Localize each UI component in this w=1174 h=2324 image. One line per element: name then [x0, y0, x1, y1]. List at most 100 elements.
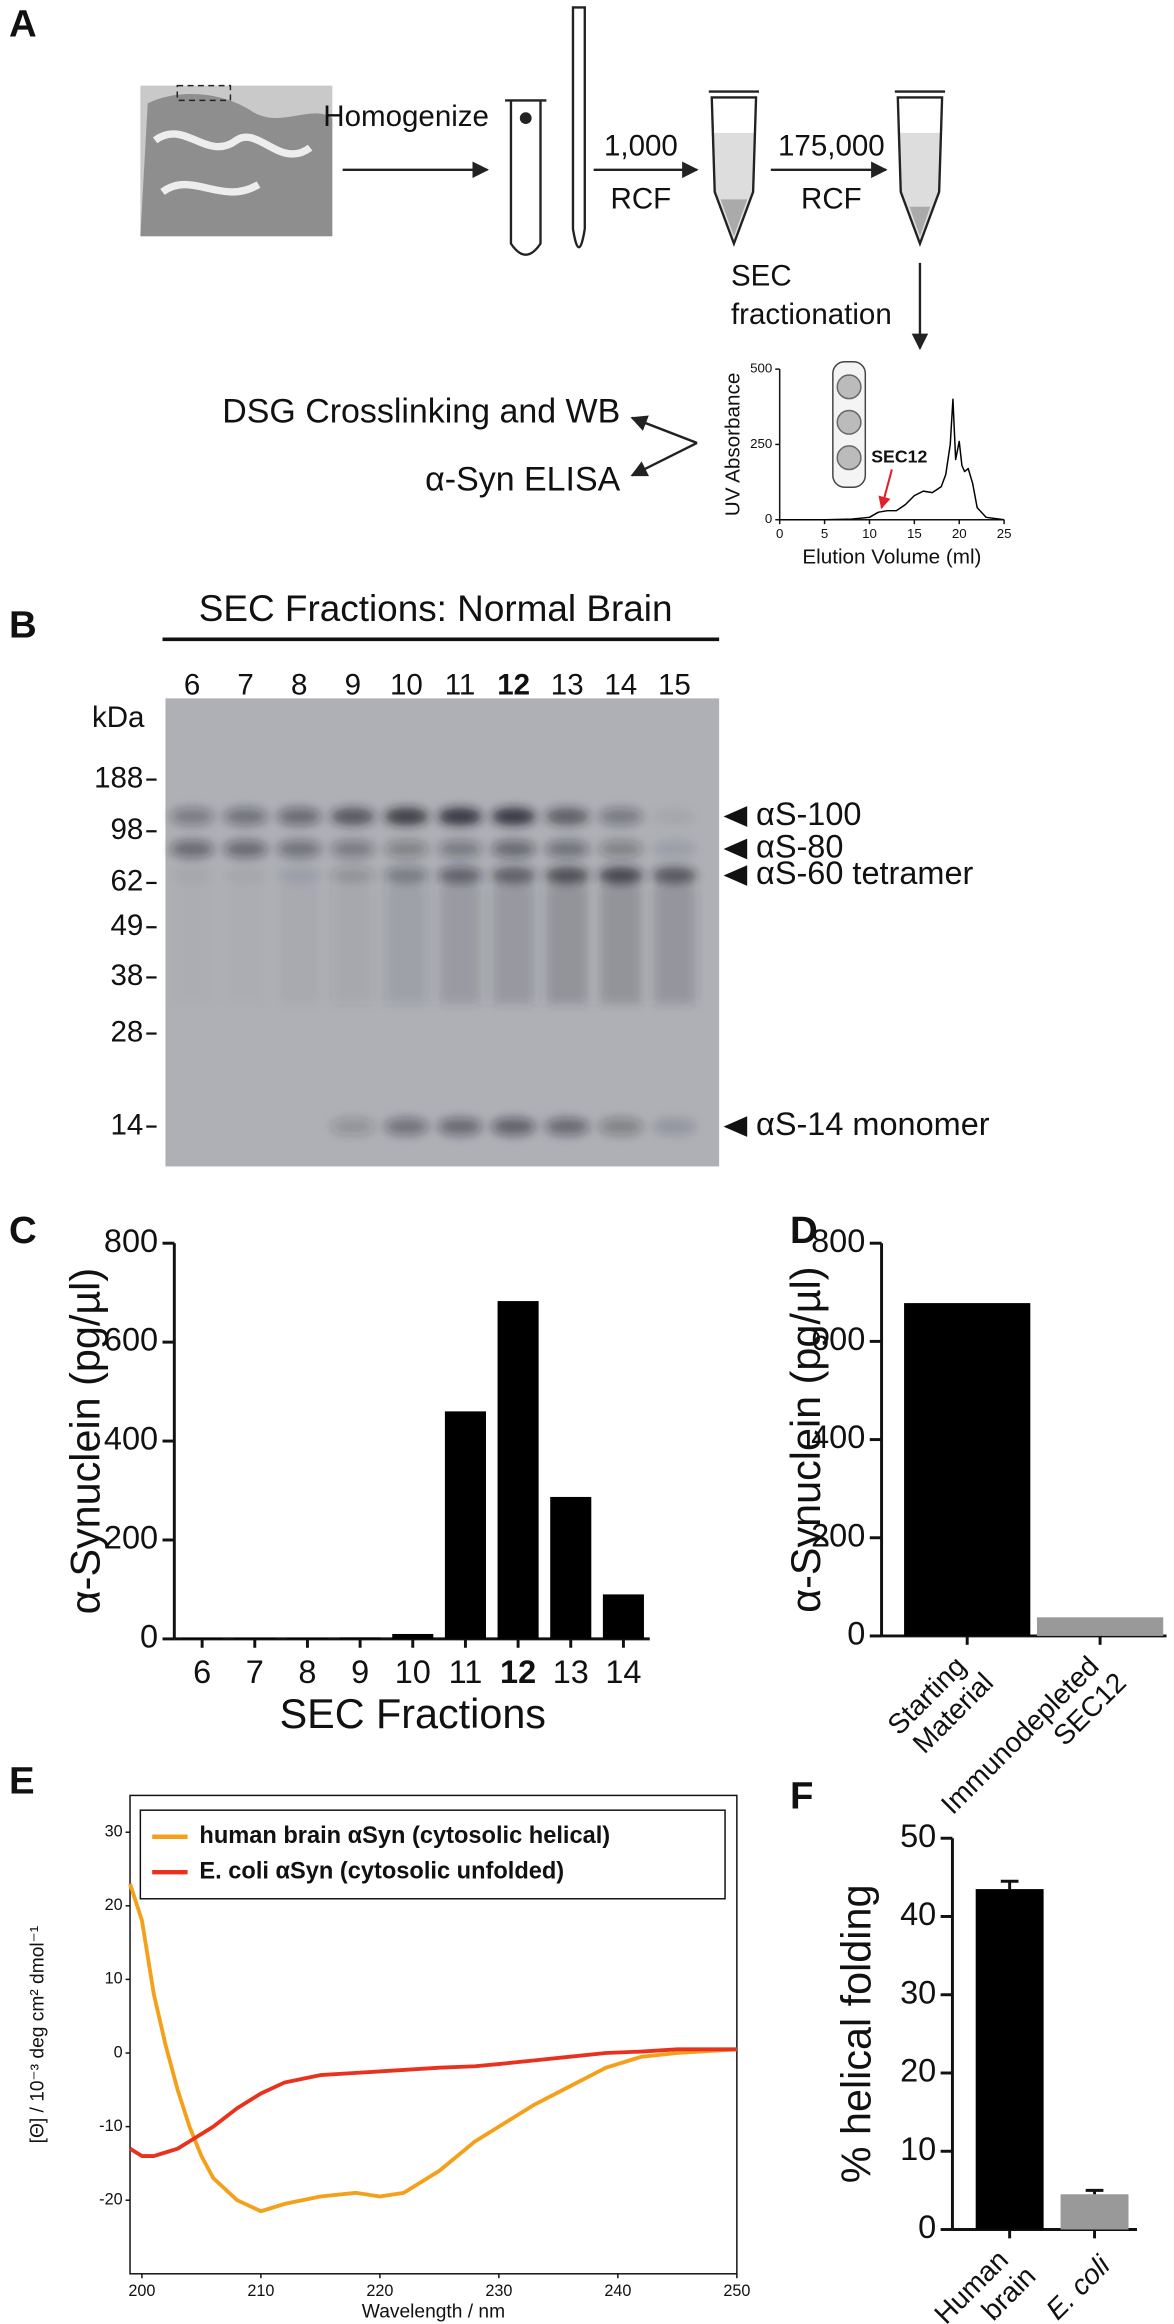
y-tick-label: 400: [811, 1419, 865, 1455]
gel-band: [598, 840, 643, 858]
y-axis-label: α-Synuclein (pg/µl): [63, 1268, 109, 1614]
y-tick-label: 600: [104, 1322, 158, 1358]
lane-label: 11: [445, 668, 476, 701]
x-tick-label: 12: [500, 1654, 536, 1690]
y-tick-label: 0: [918, 2209, 936, 2245]
y-tick-label: 40: [900, 1896, 936, 1932]
marker-label: 98: [110, 813, 143, 846]
x-tick-label: 250: [723, 2282, 750, 2300]
x-tick-label: 11: [449, 1654, 483, 1690]
bar: [234, 1637, 276, 1639]
marker-unit: kDa: [92, 701, 145, 734]
gel-band: [598, 1117, 643, 1136]
x-tick-label: 0: [776, 526, 783, 541]
x-tick-label: 8: [298, 1654, 316, 1690]
bar: [550, 1496, 592, 1639]
lane-label: 9: [345, 668, 361, 701]
bar: [444, 1411, 486, 1639]
step-label: fractionation: [731, 298, 892, 331]
panel-label: E: [9, 1760, 35, 1803]
marker-label: 62: [110, 865, 143, 898]
gel-smear: [439, 885, 481, 1005]
gel-band: [652, 807, 697, 826]
lane-label: 12: [497, 668, 530, 701]
y-tick-label: 0: [114, 2043, 123, 2061]
split-arrow: [632, 416, 698, 476]
gel-band: [545, 1117, 590, 1136]
panel-label: D: [790, 1209, 818, 1252]
y-tick-label: 30: [900, 1974, 936, 2010]
y-tick-label: 200: [811, 1517, 865, 1553]
y-tick-label: 0: [847, 1616, 865, 1652]
y-axis-label: [Θ] / 10⁻³ deg cm² dmol⁻¹: [28, 1926, 49, 2144]
y-tick-label: 20: [900, 2053, 936, 2089]
y-tick-label: 400: [104, 1421, 158, 1457]
step-label: SEC: [731, 259, 792, 292]
x-tick-label: E. coli: [1040, 2249, 1116, 2324]
x-tick-label: 14: [605, 1654, 641, 1690]
gel-band: [223, 866, 268, 885]
band-arrow: [723, 865, 748, 886]
bar: [975, 1889, 1044, 2230]
band-label: αS-100: [756, 796, 861, 832]
x-tick-label: 10: [862, 526, 877, 541]
x-tick-label: Starting Material: [882, 1645, 1000, 1763]
legend-label: E. coli αSyn (cytosolic unfolded): [199, 1858, 564, 1884]
sec-column: [832, 361, 867, 488]
step-label: RCF: [611, 183, 672, 216]
gel-band: [437, 840, 483, 858]
bar: [1060, 2194, 1129, 2230]
x-tick-label: 13: [553, 1654, 589, 1690]
gel-band: [384, 807, 429, 826]
gel-band: [277, 840, 322, 858]
data-line: [129, 2047, 737, 2158]
y-tick-label: 500: [750, 361, 772, 376]
marker-label: 188: [94, 761, 143, 794]
annotation-arrow: [878, 469, 893, 510]
tube: [708, 90, 760, 248]
bar: [181, 1637, 223, 1639]
panel-label: A: [9, 3, 37, 46]
gel-band: [330, 866, 375, 885]
y-tick-label: 10: [105, 1970, 123, 1988]
annotation: SEC12: [871, 446, 927, 466]
gel-band: [223, 807, 268, 826]
gel-band: [491, 1117, 536, 1136]
y-axis-label: α-Synuclein (pg/µl): [783, 1266, 829, 1612]
band-arrow: [723, 806, 748, 827]
bar: [392, 1633, 434, 1639]
gel-band: [598, 807, 643, 826]
gel-band: [545, 840, 590, 858]
panel-label: B: [9, 604, 37, 647]
gel-band: [277, 866, 322, 885]
gel-band: [437, 866, 483, 885]
gel-band: [598, 866, 643, 885]
gel-smear: [653, 885, 696, 1005]
y-tick-label: 20: [105, 1896, 123, 1914]
y-tick-label: 0: [765, 511, 772, 526]
band-arrow: [723, 1116, 748, 1137]
gel-smear: [332, 885, 374, 1005]
gel-band: [652, 840, 697, 858]
gel-band: [169, 807, 215, 826]
panel-label: C: [9, 1209, 37, 1252]
gel-band: [652, 1117, 697, 1136]
gel-band: [277, 807, 322, 826]
bar: [286, 1637, 328, 1639]
homogenizer: [505, 6, 586, 256]
x-tick-label: 220: [366, 2282, 393, 2300]
y-tick-label: -10: [99, 2117, 122, 2135]
output-label: α-Syn ELISA: [425, 460, 620, 498]
gel-band: [545, 807, 590, 826]
band-label: αS-14 monomer: [756, 1106, 990, 1142]
lane-label: 6: [184, 668, 200, 701]
step-label: RCF: [801, 183, 862, 216]
band-arrow: [723, 838, 748, 860]
lane-label: 13: [551, 668, 584, 701]
gel-band: [330, 807, 375, 826]
gel-title: SEC Fractions: Normal Brain: [199, 588, 673, 629]
gel-smear: [492, 885, 535, 1005]
x-tick-label: Human brain: [929, 2239, 1042, 2324]
